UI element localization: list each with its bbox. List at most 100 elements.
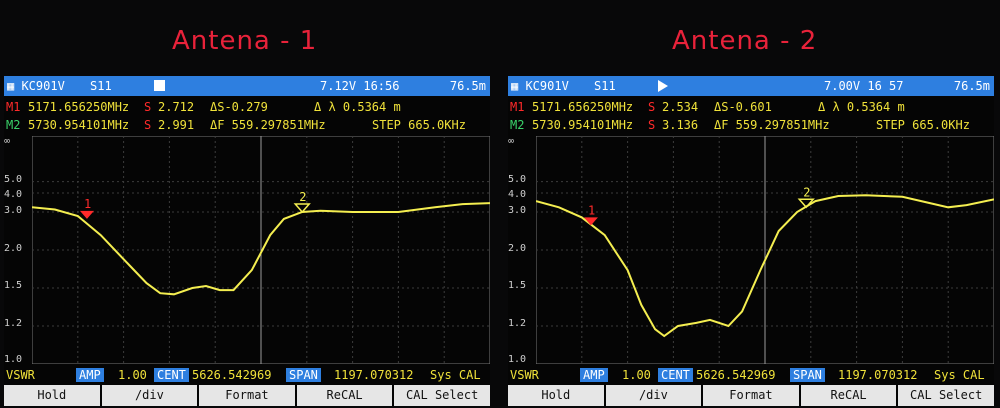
caption-antena-1: Antena - 1 <box>172 26 318 56</box>
marker-1-label: M1 <box>6 100 21 114</box>
marker-1-row: M1 5171.656250MHz S 2.534 ΔS-0.601 Δ λ 0… <box>508 98 994 116</box>
marker-1-freq: 5171.656250MHz <box>532 100 634 114</box>
marker-2-label: M2 <box>6 118 21 132</box>
recal-button[interactable]: ReCAL <box>800 385 897 406</box>
delta-lambda: Δ λ 0.5364 m <box>314 100 401 114</box>
marker-1-s-value: 2.712 <box>158 100 195 114</box>
mode-label: S11 <box>90 79 112 93</box>
y-tick: ∞ <box>508 136 515 147</box>
vswr-label: VSWR <box>6 368 35 382</box>
marker-2-freq: 5730.954101MHz <box>28 118 130 132</box>
format-button[interactable]: Format <box>199 385 295 406</box>
y-tick: 2.0 <box>508 243 527 254</box>
marker-2-row: M2 5730.954101MHz S 2.991 ΔF 559.297851M… <box>4 116 490 134</box>
y-tick: 5.0 <box>4 174 23 185</box>
delta-lambda: Δ λ 0.5364 m <box>818 100 905 114</box>
y-tick: 4.0 <box>508 189 527 200</box>
format-button[interactable]: Format <box>703 385 799 406</box>
y-tick: 5.0 <box>508 174 527 185</box>
marker-number: 2 <box>299 190 306 204</box>
device-model: ▦ KC901V <box>7 79 65 93</box>
status-bar: ▦ KC901V S11 7.00V 16 57 76.5m <box>508 76 994 96</box>
y-tick: ∞ <box>4 136 11 147</box>
grid <box>32 136 490 364</box>
vswr-trace <box>32 202 490 296</box>
marker-2-label: M2 <box>510 118 525 132</box>
softkey-bar: Hold /div Format ReCAL CAL Select <box>508 385 994 406</box>
vswr-trace <box>536 194 994 338</box>
square-icon <box>154 80 165 91</box>
delta-f: ΔF 559.297851MHz <box>714 118 830 132</box>
marker-2-icon <box>293 203 311 214</box>
bottom-status-bar: VSWR AMP 1.00 CENT 5626.542969 SPAN 1197… <box>508 366 994 384</box>
softkey-bar: Hold /div Format ReCAL CAL Select <box>4 385 490 406</box>
span-tag: SPAN <box>286 368 321 382</box>
cal-select-button[interactable]: CAL Select <box>898 385 994 406</box>
cent-tag: CENT <box>154 368 189 382</box>
cent-value: 5626.542969 <box>192 368 272 382</box>
marker-1-s-value: 2.534 <box>662 100 699 114</box>
bottom-status-bar: VSWR AMP 1.00 CENT 5626.542969 SPAN 1197… <box>4 366 490 384</box>
step-value: STEP 665.0KHz <box>372 118 466 132</box>
amp-value: 1.00 <box>622 368 651 382</box>
y-tick: 1.2 <box>4 318 23 329</box>
battery-readout: 76.5m <box>953 79 990 93</box>
marker-2-s-value: 3.136 <box>662 118 699 132</box>
analyzer-screen-2: ▦ KC901V S11 7.00V 16 57 76.5m M1 5171.6… <box>508 76 994 406</box>
delta-s: ΔS-0.601 <box>714 100 772 114</box>
cent-value: 5626.542969 <box>696 368 776 382</box>
recal-button[interactable]: ReCAL <box>296 385 393 406</box>
span-value: 1197.070312 <box>838 368 918 382</box>
y-tick: 4.0 <box>4 189 23 200</box>
marker-2-freq: 5730.954101MHz <box>532 118 634 132</box>
analyzer-screen-1: ▦ KC901V S11 7.12V 16:56 76.5m M1 5171.6… <box>4 76 490 406</box>
y-tick: 1.5 <box>508 280 527 291</box>
y-tick: 1.0 <box>4 354 23 365</box>
y-tick: 2.0 <box>4 243 23 254</box>
marker-1-label: M1 <box>510 100 525 114</box>
marker-2-s-value: 2.991 <box>158 118 195 132</box>
voltage-time: 7.12V 16:56 <box>320 79 400 93</box>
y-tick: 1.0 <box>508 354 527 365</box>
caption-antena-2: Antena - 2 <box>672 26 818 56</box>
span-tag: SPAN <box>790 368 825 382</box>
y-tick: 3.0 <box>4 205 23 216</box>
marker-number: 2 <box>803 185 810 199</box>
vswr-plot: 12 <box>536 136 994 364</box>
step-value: STEP 665.0KHz <box>876 118 970 132</box>
y-tick: 1.2 <box>508 318 527 329</box>
marker-number: 1 <box>84 197 91 211</box>
delta-s: ΔS-0.279 <box>210 100 268 114</box>
amp-value: 1.00 <box>118 368 147 382</box>
marker-2-s-label: S <box>144 118 152 132</box>
hold-button[interactable]: Hold <box>4 385 100 406</box>
cent-tag: CENT <box>658 368 693 382</box>
span-value: 1197.070312 <box>334 368 414 382</box>
mode-label: S11 <box>594 79 616 93</box>
marker-1-row: M1 5171.656250MHz S 2.712 ΔS-0.279 Δ λ 0… <box>4 98 490 116</box>
hold-button[interactable]: Hold <box>508 385 604 406</box>
marker-1-s-label: S <box>144 100 152 114</box>
div-button[interactable]: /div <box>605 385 702 406</box>
marker-2-row: M2 5730.954101MHz S 3.136 ΔF 559.297851M… <box>508 116 994 134</box>
sys-cal: Sys CAL <box>430 368 481 382</box>
marker-2-s-label: S <box>648 118 656 132</box>
vswr-label: VSWR <box>510 368 539 382</box>
marker-1-freq: 5171.656250MHz <box>28 100 130 114</box>
device-model: ▦ KC901V <box>511 79 569 93</box>
voltage-time: 7.00V 16 57 <box>824 79 904 93</box>
amp-tag: AMP <box>76 368 104 382</box>
div-button[interactable]: /div <box>101 385 198 406</box>
marker-1-icon <box>583 217 598 226</box>
cal-select-button[interactable]: CAL Select <box>394 385 490 406</box>
marker-number: 1 <box>588 203 595 217</box>
y-tick: 1.5 <box>4 280 23 291</box>
status-bar: ▦ KC901V S11 7.12V 16:56 76.5m <box>4 76 490 96</box>
sys-cal: Sys CAL <box>934 368 985 382</box>
play-icon <box>658 80 668 92</box>
battery-readout: 76.5m <box>449 79 486 93</box>
grid <box>536 136 994 364</box>
marker-1-s-label: S <box>648 100 656 114</box>
marker-1-icon <box>79 210 94 219</box>
